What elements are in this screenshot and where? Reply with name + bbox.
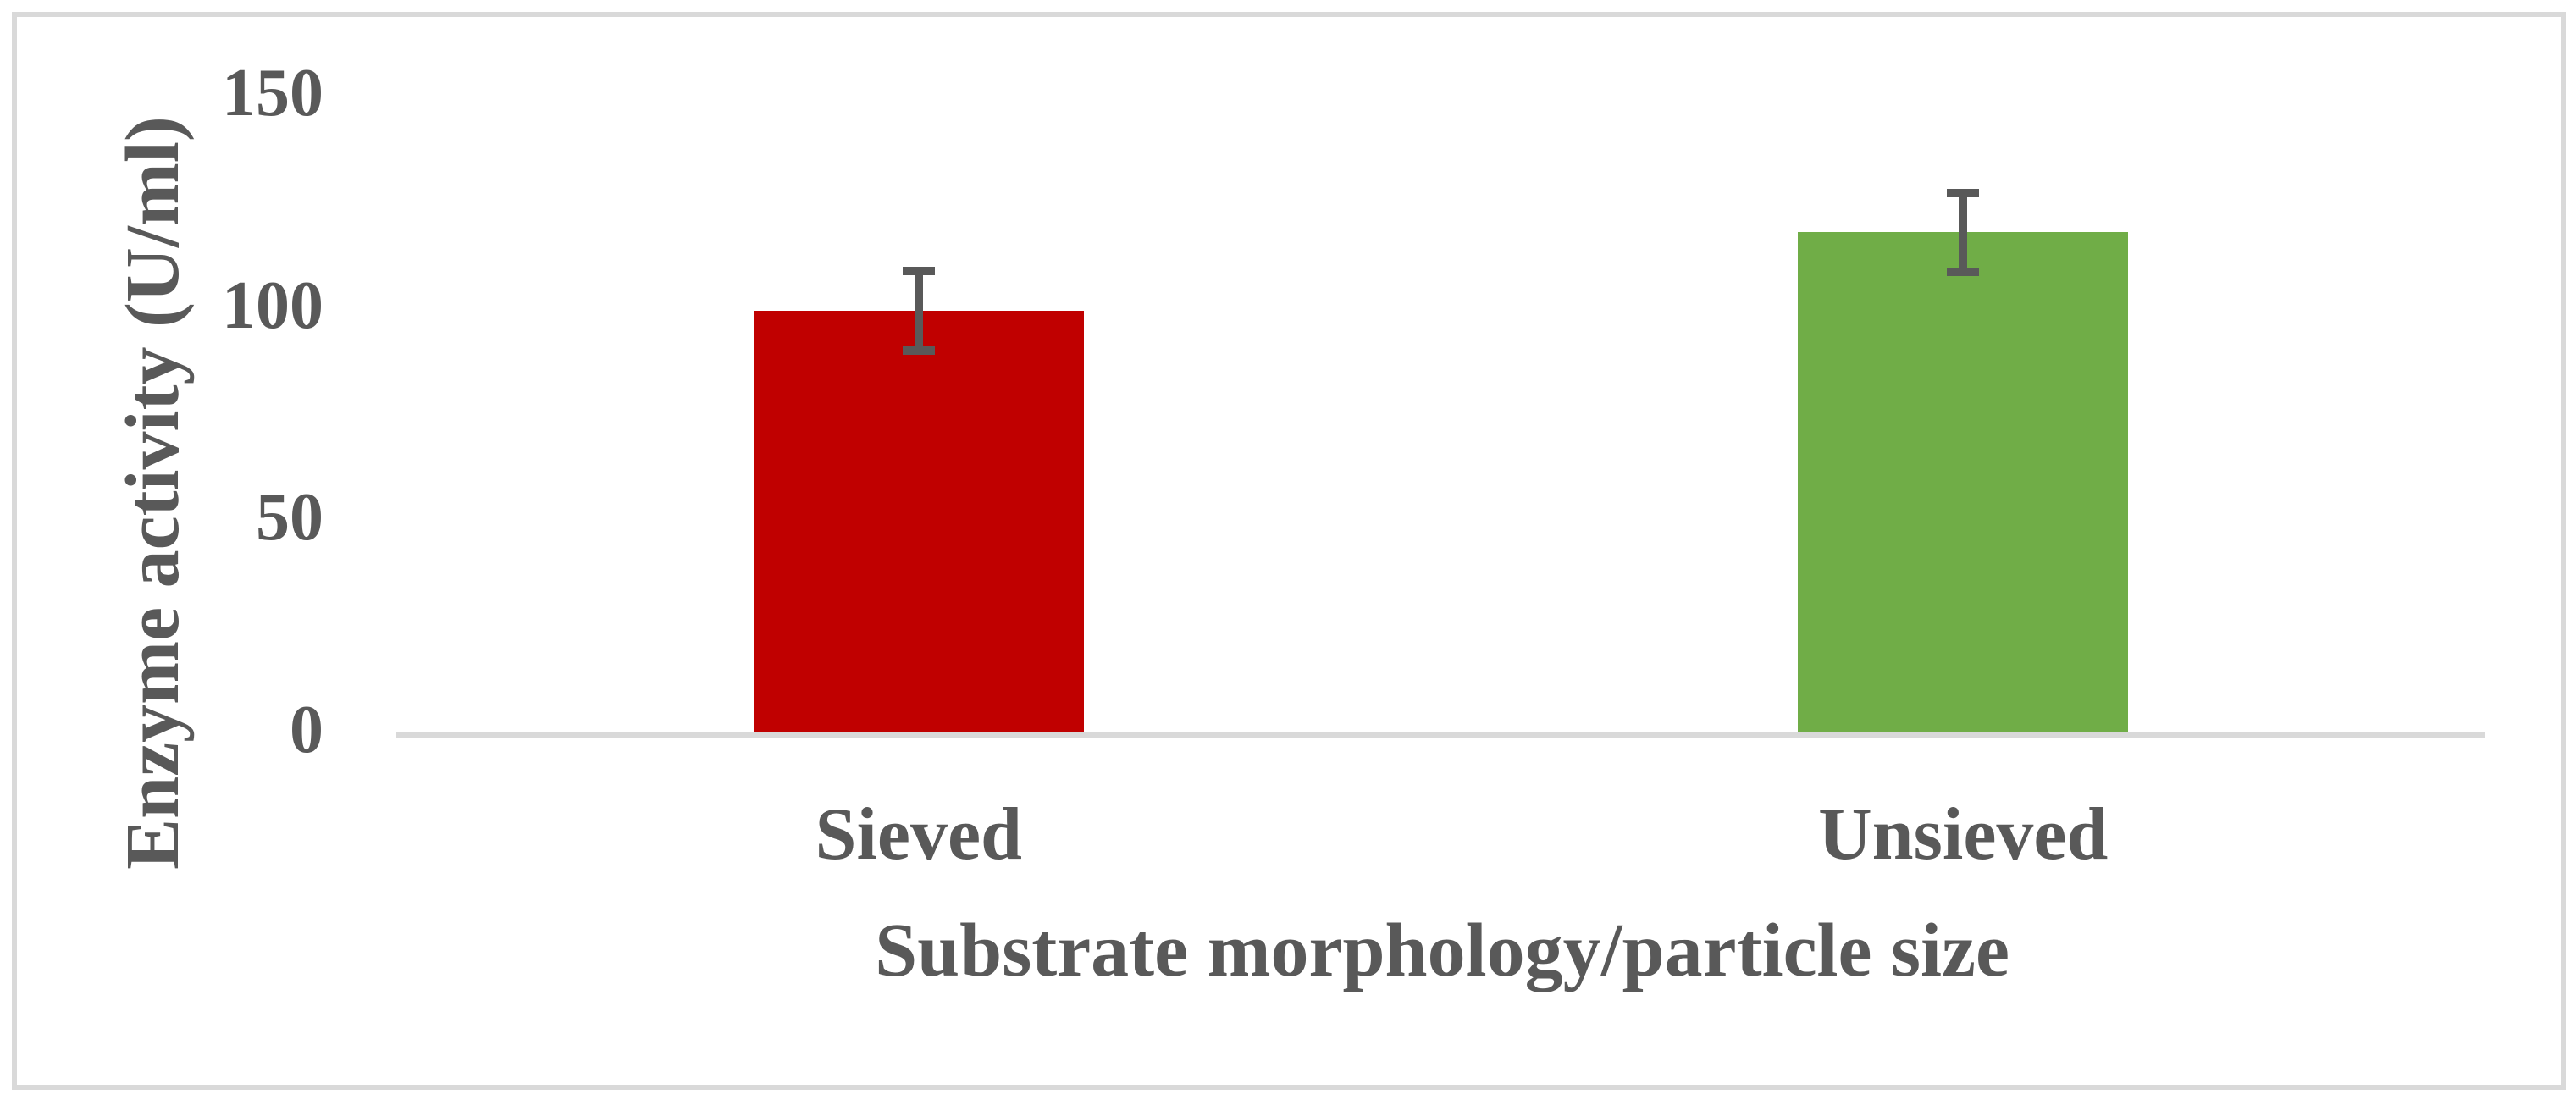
- x-axis-line: [396, 732, 2485, 738]
- error-bar-cap: [902, 267, 935, 276]
- y-tick-label: 0: [290, 692, 323, 767]
- category-label-unsieved: Unsieved: [1818, 793, 2109, 876]
- category-label-sieved: Sieved: [815, 793, 1022, 876]
- error-bar-line: [1959, 192, 1968, 273]
- bar-unsieved: [1798, 232, 2129, 732]
- y-tick-label: 50: [256, 480, 323, 556]
- error-bar-line: [914, 271, 923, 351]
- x-axis-title: Substrate morphology/particle size: [875, 909, 2009, 992]
- bar-sieved: [753, 311, 1084, 732]
- error-bar-cap: [1947, 268, 1980, 277]
- error-bar-cap: [902, 346, 935, 356]
- y-tick-label: 150: [222, 55, 323, 130]
- chart-outer-border: [12, 12, 2566, 1090]
- y-tick-label: 100: [222, 268, 323, 343]
- error-bar-cap: [1947, 188, 1980, 197]
